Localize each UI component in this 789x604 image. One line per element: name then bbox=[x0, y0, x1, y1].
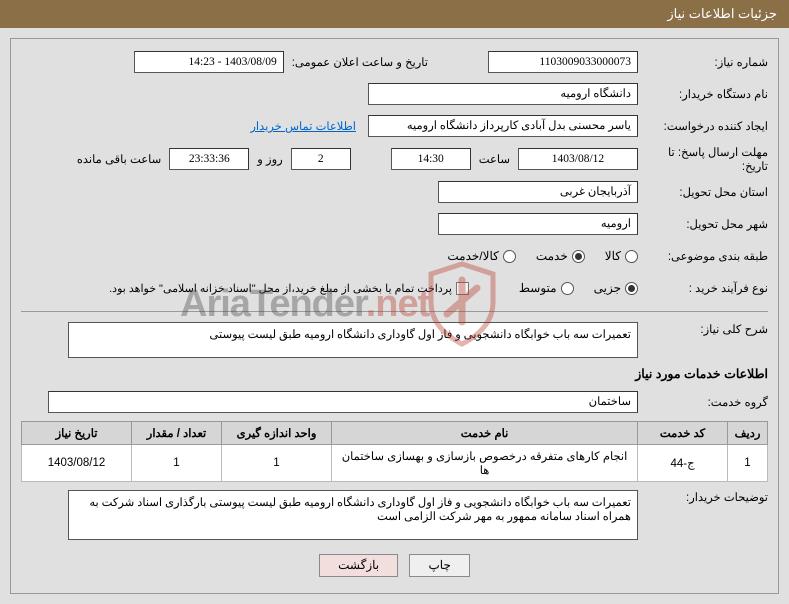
separator bbox=[21, 311, 768, 312]
category-label: طبقه بندی موضوعی: bbox=[638, 249, 768, 263]
radio-goods[interactable]: کالا bbox=[605, 249, 638, 263]
table-cell: 1 bbox=[222, 445, 332, 482]
treasury-note: پرداخت تمام یا بخشی از مبلغ خرید،از محل … bbox=[109, 282, 452, 295]
deadline-label: مهلت ارسال پاسخ: تا تاریخ: bbox=[638, 145, 768, 173]
days-label: روز و bbox=[257, 152, 282, 166]
announce-field: 1403/08/09 - 14:23 bbox=[134, 51, 284, 73]
need-number-field: 1103009033000073 bbox=[488, 51, 638, 73]
treasury-checkbox[interactable] bbox=[456, 282, 469, 295]
contact-link[interactable]: اطلاعات تماس خریدار bbox=[250, 119, 356, 133]
province-field: آذربایجان غربی bbox=[438, 181, 638, 203]
services-table: ردیفکد خدمتنام خدمتواحد اندازه گیریتعداد… bbox=[21, 421, 768, 482]
table-cell: 1 bbox=[132, 445, 222, 482]
table-header: نام خدمت bbox=[332, 422, 638, 445]
radio-both-label: کالا/خدمت bbox=[447, 249, 498, 263]
table-cell: 1403/08/12 bbox=[22, 445, 132, 482]
radio-goods-label: کالا bbox=[605, 249, 621, 263]
buyer-notes-field: تعمیرات سه باب خوابگاه دانشجویی و فاز او… bbox=[68, 490, 638, 540]
table-header: ردیف bbox=[728, 422, 768, 445]
table-header: تاریخ نیاز bbox=[22, 422, 132, 445]
radio-both[interactable]: کالا/خدمت bbox=[447, 249, 515, 263]
announce-label: تاریخ و ساعت اعلان عمومی: bbox=[292, 55, 428, 69]
process-label: نوع فرآیند خرید : bbox=[638, 281, 768, 295]
need-number-label: شماره نیاز: bbox=[638, 55, 768, 69]
summary-label: شرح کلی نیاز: bbox=[638, 322, 768, 336]
summary-field: تعمیرات سه باب خوابگاه دانشجویی و فاز او… bbox=[68, 322, 638, 358]
deadline-date-field: 1403/08/12 bbox=[518, 148, 638, 170]
group-field: ساختمان bbox=[48, 391, 638, 413]
table-cell: ج-44 bbox=[638, 445, 728, 482]
radio-service-label: خدمت bbox=[536, 249, 568, 263]
radio-minor-label: جزیی bbox=[594, 281, 621, 295]
buyer-label: نام دستگاه خریدار: bbox=[638, 87, 768, 101]
buyer-notes-label: توضیحات خریدار: bbox=[638, 490, 768, 504]
requester-label: ایجاد کننده درخواست: bbox=[638, 119, 768, 133]
requester-field: یاسر محسنی بدل آبادی کارپرداز دانشگاه ار… bbox=[368, 115, 638, 137]
city-field: ارومیه bbox=[438, 213, 638, 235]
table-cell: انجام کارهای متفرقه درخصوص بازسازی و بهس… bbox=[332, 445, 638, 482]
radio-icon bbox=[572, 250, 585, 263]
table-row: 1ج-44انجام کارهای متفرقه درخصوص بازسازی … bbox=[22, 445, 768, 482]
table-cell: 1 bbox=[728, 445, 768, 482]
header-title: جزئیات اطلاعات نیاز bbox=[667, 6, 777, 21]
services-title: اطلاعات خدمات مورد نیاز bbox=[21, 366, 768, 381]
content-panel: شماره نیاز: 1103009033000073 تاریخ و ساع… bbox=[10, 38, 779, 594]
radio-minor[interactable]: جزیی bbox=[594, 281, 638, 295]
buyer-field: دانشگاه ارومیه bbox=[368, 83, 638, 105]
table-header: کد خدمت bbox=[638, 422, 728, 445]
days-remaining-field: 2 bbox=[291, 148, 351, 170]
hours-remaining-field: 23:33:36 bbox=[169, 148, 249, 170]
radio-icon bbox=[625, 250, 638, 263]
radio-service[interactable]: خدمت bbox=[536, 249, 585, 263]
table-header: واحد اندازه گیری bbox=[222, 422, 332, 445]
city-label: شهر محل تحویل: bbox=[638, 217, 768, 231]
radio-icon bbox=[503, 250, 516, 263]
radio-icon bbox=[625, 282, 638, 295]
radio-medium[interactable]: متوسط bbox=[519, 281, 574, 295]
radio-medium-label: متوسط bbox=[519, 281, 557, 295]
panel-header: جزئیات اطلاعات نیاز bbox=[0, 0, 789, 28]
province-label: استان محل تحویل: bbox=[638, 185, 768, 199]
group-label: گروه خدمت: bbox=[638, 395, 768, 409]
deadline-time-field: 14:30 bbox=[391, 148, 471, 170]
remaining-label: ساعت باقی مانده bbox=[77, 152, 161, 166]
table-header: تعداد / مقدار bbox=[132, 422, 222, 445]
radio-icon bbox=[561, 282, 574, 295]
time-label: ساعت bbox=[479, 152, 510, 166]
